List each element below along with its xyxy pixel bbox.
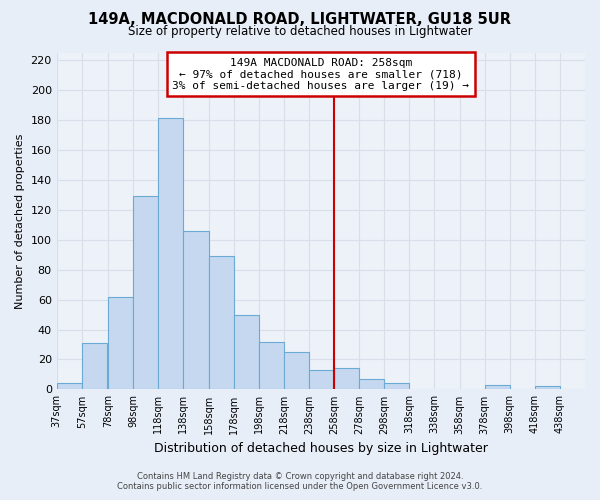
Bar [184, 230, 209, 390]
Text: 149A, MACDONALD ROAD, LIGHTWATER, GU18 5UR: 149A, MACDONALD ROAD, LIGHTWATER, GU18 5… [89, 12, 511, 28]
Bar [309, 370, 334, 390]
Text: Size of property relative to detached houses in Lightwater: Size of property relative to detached ho… [128, 25, 472, 38]
Bar [284, 352, 309, 390]
Bar [359, 379, 384, 390]
Bar [56, 384, 82, 390]
Bar [334, 368, 359, 390]
Bar [82, 343, 107, 390]
Bar [108, 296, 133, 390]
Bar [384, 384, 409, 390]
Bar [485, 385, 510, 390]
Bar [259, 342, 284, 390]
X-axis label: Distribution of detached houses by size in Lightwater: Distribution of detached houses by size … [154, 442, 488, 455]
Bar [233, 314, 259, 390]
Y-axis label: Number of detached properties: Number of detached properties [15, 134, 25, 308]
Bar [133, 196, 158, 390]
Bar [535, 386, 560, 390]
Bar [158, 118, 184, 390]
Text: Contains HM Land Registry data © Crown copyright and database right 2024.
Contai: Contains HM Land Registry data © Crown c… [118, 472, 482, 491]
Bar [209, 256, 233, 390]
Text: 149A MACDONALD ROAD: 258sqm
← 97% of detached houses are smaller (718)
3% of sem: 149A MACDONALD ROAD: 258sqm ← 97% of det… [172, 58, 469, 91]
